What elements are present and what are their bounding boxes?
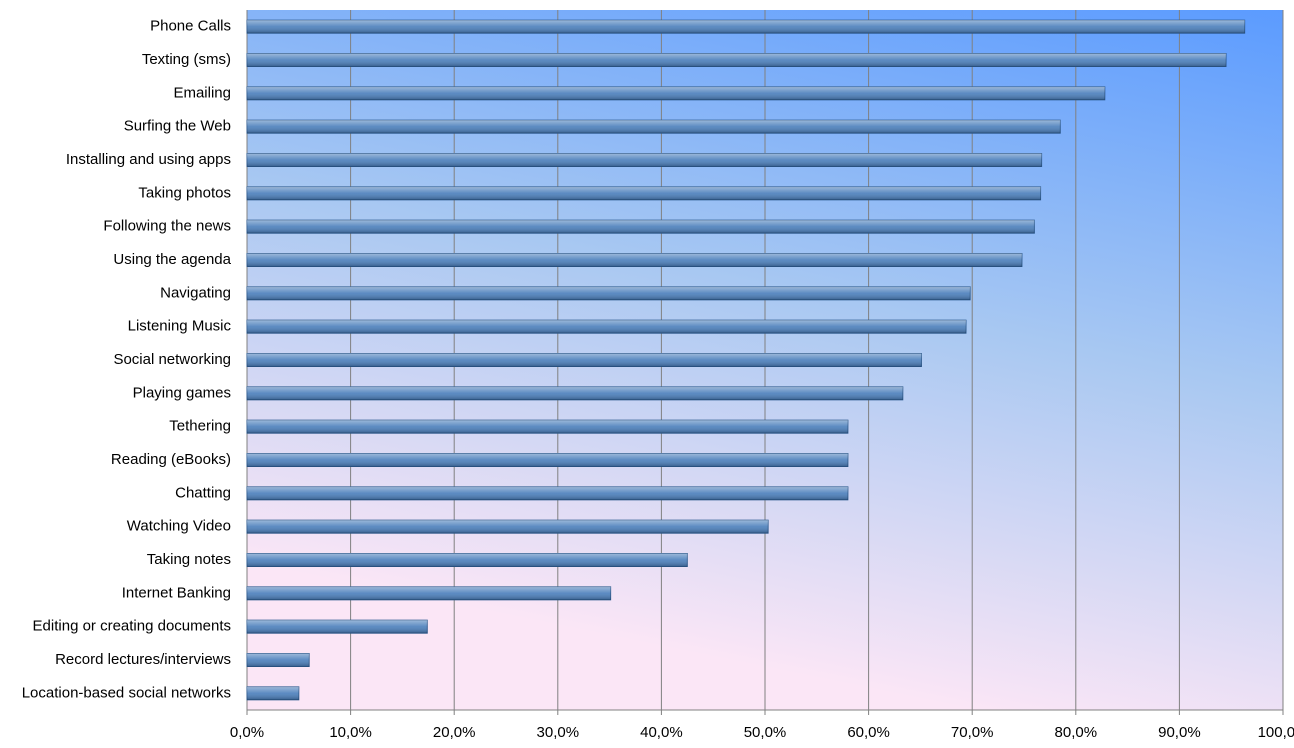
bar-shine xyxy=(247,386,903,400)
x-tick-label: 30,0% xyxy=(537,724,580,741)
bar-shine xyxy=(247,353,922,367)
bar-shine xyxy=(247,220,1035,234)
y-tick-label: Using the agenda xyxy=(113,251,231,268)
x-tick-label: 0,0% xyxy=(230,724,264,741)
bar-shine xyxy=(247,20,1245,34)
x-tick-label: 50,0% xyxy=(744,724,787,741)
bar-shine xyxy=(247,586,611,600)
bar-shine xyxy=(247,320,966,334)
y-tick-label: Navigating xyxy=(160,284,231,301)
bar-shine xyxy=(247,120,1061,134)
y-tick-label: Internet Banking xyxy=(122,584,231,601)
y-tick-label: Social networking xyxy=(113,351,231,368)
y-tick-label: Reading (eBooks) xyxy=(111,451,231,468)
bar-shine xyxy=(247,86,1105,100)
y-tick-label: Following the news xyxy=(103,218,231,235)
bar-shine xyxy=(247,286,971,300)
y-tick-label: Installing and using apps xyxy=(66,151,231,168)
y-tick-label: Surfing the Web xyxy=(124,118,231,135)
y-tick-label: Emailing xyxy=(173,84,231,101)
bar-shine xyxy=(247,153,1042,167)
y-tick-label: Record lectures/interviews xyxy=(55,651,231,668)
y-tick-label: Watching Video xyxy=(127,518,231,535)
bar-shine xyxy=(247,453,848,467)
y-tick-label: Chatting xyxy=(175,484,231,501)
bar-shine xyxy=(247,53,1227,67)
bar-shine xyxy=(247,486,848,500)
y-tick-label: Phone Calls xyxy=(150,18,231,35)
bar-shine xyxy=(247,520,769,534)
x-tick-label: 20,0% xyxy=(433,724,476,741)
x-tick-label: 80,0% xyxy=(1055,724,1098,741)
x-tick-label: 40,0% xyxy=(640,724,683,741)
y-tick-label: Taking notes xyxy=(147,551,231,568)
bar-shine xyxy=(247,686,299,700)
bar-shine xyxy=(247,253,1022,267)
bar-shine xyxy=(247,653,310,667)
bar-shine xyxy=(247,553,688,567)
bar-shine xyxy=(247,420,848,434)
y-tick-label: Texting (sms) xyxy=(142,51,231,68)
x-tick-label: 90,0% xyxy=(1158,724,1201,741)
y-tick-label: Listening Music xyxy=(128,318,232,335)
y-tick-label: Tethering xyxy=(169,418,231,435)
bar-shine xyxy=(247,620,428,634)
y-tick-label: Editing or creating documents xyxy=(33,618,231,635)
y-tick-label: Location-based social networks xyxy=(22,684,231,701)
x-tick-label: 10,0% xyxy=(329,724,372,741)
x-tick-label: 100,0% xyxy=(1258,724,1294,741)
x-tick-label: 70,0% xyxy=(951,724,994,741)
x-tick-label: 60,0% xyxy=(847,724,890,741)
y-tick-label: Playing games xyxy=(133,384,231,401)
bar-shine xyxy=(247,186,1041,200)
y-tick-label: Taking photos xyxy=(138,184,231,201)
